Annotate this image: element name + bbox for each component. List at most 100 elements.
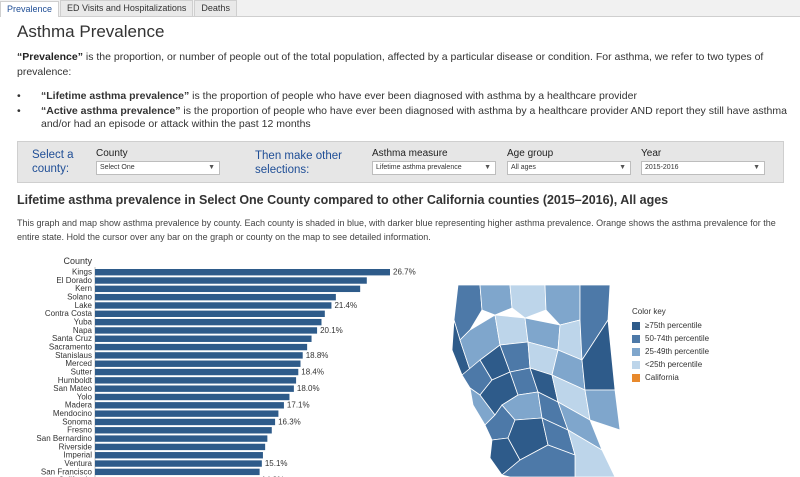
california-county-map[interactable]: [440, 280, 740, 477]
county-bar[interactable]: [95, 293, 336, 301]
legend-label: ≥75th percentile: [645, 321, 702, 330]
legend-item: 25-49th percentile: [632, 345, 709, 358]
legend-swatch: [632, 334, 640, 343]
county-bar[interactable]: [95, 302, 332, 309]
map-county: [544, 284, 581, 326]
legend-swatch: [632, 373, 640, 382]
value-label: 21.4%: [334, 301, 357, 310]
county-bar[interactable]: [95, 418, 276, 426]
category-label: Kings: [72, 268, 92, 277]
county-bar[interactable]: [95, 343, 308, 351]
list-item: • “Lifetime asthma prevalence” is the pr…: [17, 90, 787, 104]
intro-term: “Prevalence”: [17, 51, 83, 63]
value-label: 18.0%: [297, 384, 320, 393]
county-bar[interactable]: [95, 435, 268, 442]
county-bar[interactable]: [95, 335, 312, 342]
value-label: 18.8%: [306, 351, 329, 360]
category-label: Imperial: [64, 451, 93, 460]
map-county: [479, 284, 513, 316]
county-select-value: Select One: [100, 164, 135, 171]
asthma-measure-value: Lifetime asthma prevalence: [376, 164, 462, 171]
category-label: Sonoma: [62, 417, 92, 426]
legend-swatch: [632, 347, 640, 356]
chart-description: This graph and map show asthma prevalenc…: [17, 218, 776, 242]
county-bar[interactable]: [95, 468, 260, 476]
county-select[interactable]: Select One ▼: [96, 161, 220, 175]
color-key-legend: Color key ≥75th percentile 50-74th perce…: [632, 307, 709, 384]
legend-title: Color key: [632, 307, 666, 316]
legend-item: ≥75th percentile: [632, 319, 709, 332]
category-label: Merced: [65, 359, 92, 368]
county-bar[interactable]: [95, 318, 322, 326]
asthma-measure-select[interactable]: Lifetime asthma prevalence ▼: [372, 161, 496, 175]
county-bar[interactable]: [95, 385, 294, 392]
county-bar[interactable]: [95, 269, 390, 276]
county-bar[interactable]: [95, 460, 262, 467]
legend-label: California: [645, 373, 679, 382]
map-county: [501, 444, 576, 477]
county-bar[interactable]: [95, 277, 367, 284]
legend-item: California: [632, 371, 709, 384]
category-label: Mendocino: [53, 409, 93, 418]
tab-bar: Prevalence ED Visits and Hospitalization…: [0, 0, 800, 17]
intro-text: is the proportion, or number of people o…: [17, 51, 764, 78]
county-bar[interactable]: [95, 393, 290, 401]
county-bar[interactable]: [95, 360, 301, 367]
county-bar[interactable]: [95, 427, 272, 434]
filter-panel: Select a county: County Select One ▼ The…: [17, 141, 784, 183]
legend-swatch: [632, 360, 640, 369]
asthma-measure-label: Asthma measure: [372, 148, 448, 159]
year-select[interactable]: 2015-2016 ▼: [641, 161, 765, 175]
category-label: San Mateo: [53, 384, 92, 393]
tab-prevalence[interactable]: Prevalence: [0, 1, 60, 17]
category-label: Riverside: [59, 442, 93, 451]
bullet-icon: •: [17, 90, 21, 102]
prevalence-definitions: • “Lifetime asthma prevalence” is the pr…: [17, 90, 787, 133]
legend-swatch: [632, 321, 640, 330]
county-bar[interactable]: [95, 285, 361, 293]
definition-term: “Active asthma prevalence”: [41, 104, 181, 117]
category-label: Yuba: [74, 318, 93, 327]
value-label: 14.8%: [262, 476, 285, 477]
category-label: Contra Costa: [45, 309, 93, 318]
select-county-label: Select a county:: [32, 149, 74, 175]
legend-item: 50-74th percentile: [632, 332, 709, 345]
category-label: Lake: [75, 301, 93, 310]
category-label: Stanislaus: [55, 351, 92, 360]
value-label: 18.4%: [301, 367, 324, 376]
county-bar[interactable]: [95, 410, 279, 417]
county-bar[interactable]: [95, 310, 325, 317]
axis-header: County: [63, 256, 92, 266]
definition-term: “Lifetime asthma prevalence”: [41, 90, 190, 102]
year-value: 2015-2016: [645, 164, 679, 171]
legend-label: 50-74th percentile: [645, 334, 710, 343]
tab-ed-visits[interactable]: ED Visits and Hospitalizations: [60, 0, 194, 16]
county-bar[interactable]: [95, 352, 303, 359]
category-label: Solano: [67, 293, 92, 302]
category-label: San Bernardino: [36, 434, 92, 443]
tab-deaths[interactable]: Deaths: [194, 0, 237, 16]
category-label: San Francisco: [41, 467, 93, 476]
county-bar[interactable]: [95, 443, 266, 451]
value-label: 15.1%: [265, 459, 288, 468]
page-title: Asthma Prevalence: [17, 22, 165, 41]
category-label: Napa: [73, 326, 93, 335]
category-label: Sacramento: [49, 342, 93, 351]
county-bar[interactable]: [95, 327, 318, 334]
county-bar[interactable]: [95, 377, 297, 384]
category-label: Ventura: [64, 459, 92, 468]
category-label: Kern: [75, 284, 92, 293]
age-group-select[interactable]: All ages ▼: [507, 161, 631, 175]
chevron-down-icon: ▼: [619, 164, 626, 171]
county-bar[interactable]: [95, 402, 284, 409]
category-label: Madera: [65, 401, 93, 410]
chevron-down-icon: ▼: [753, 164, 760, 171]
county-label: County: [96, 148, 128, 159]
category-label: Yolo: [77, 392, 93, 401]
category-label: Humboldt: [58, 376, 93, 385]
definition-text: is the proportion of people who have eve…: [41, 104, 787, 131]
category-label: California: [58, 476, 92, 477]
county-bar[interactable]: [95, 452, 263, 459]
county-bar[interactable]: [95, 368, 299, 376]
chevron-down-icon: ▼: [208, 164, 215, 171]
